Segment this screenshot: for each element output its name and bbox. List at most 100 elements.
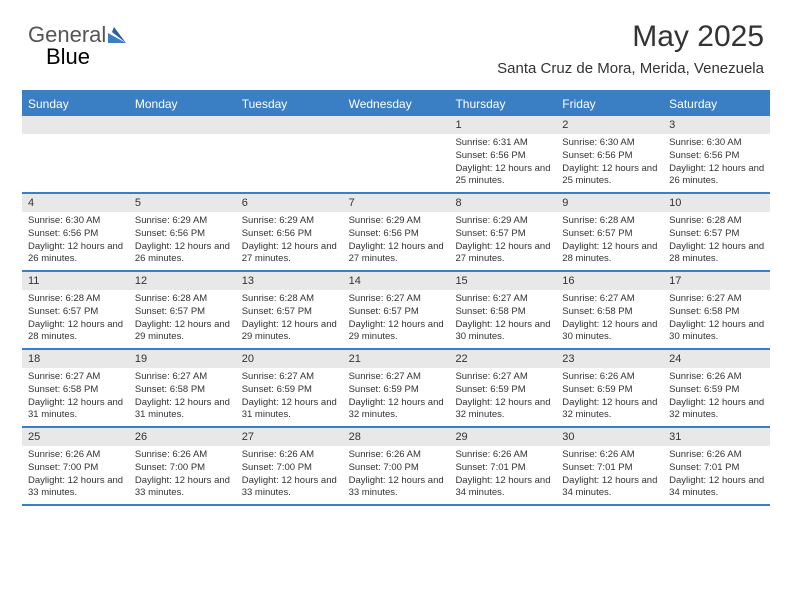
day-number	[343, 116, 450, 134]
day-info-line: Sunset: 6:56 PM	[455, 150, 552, 163]
day-number: 4	[22, 194, 129, 212]
calendar-day-cell: 25Sunrise: 6:26 AMSunset: 7:00 PMDayligh…	[22, 428, 129, 504]
day-info-line: Sunrise: 6:29 AM	[135, 215, 232, 228]
day-info-line: Daylight: 12 hours and 25 minutes.	[455, 163, 552, 189]
day-info-line: Sunrise: 6:26 AM	[135, 449, 232, 462]
calendar: SundayMondayTuesdayWednesdayThursdayFrid…	[22, 90, 770, 506]
day-info-line: Daylight: 12 hours and 30 minutes.	[455, 319, 552, 345]
day-info-line: Sunset: 6:59 PM	[455, 384, 552, 397]
calendar-header-cell: Sunday	[22, 92, 129, 116]
day-info-line: Daylight: 12 hours and 31 minutes.	[135, 397, 232, 423]
day-number: 24	[663, 350, 770, 368]
day-info-line: Sunset: 6:58 PM	[669, 306, 766, 319]
day-info-line: Sunrise: 6:30 AM	[562, 137, 659, 150]
day-number: 3	[663, 116, 770, 134]
calendar-header-cell: Tuesday	[236, 92, 343, 116]
calendar-header-cell: Friday	[556, 92, 663, 116]
calendar-day-cell: 9Sunrise: 6:28 AMSunset: 6:57 PMDaylight…	[556, 194, 663, 270]
day-info-line: Daylight: 12 hours and 29 minutes.	[242, 319, 339, 345]
day-body	[343, 134, 450, 192]
day-info-line: Sunset: 6:57 PM	[135, 306, 232, 319]
day-info-line: Sunset: 6:56 PM	[135, 228, 232, 241]
calendar-week-row: 11Sunrise: 6:28 AMSunset: 6:57 PMDayligh…	[22, 272, 770, 350]
calendar-day-cell: 3Sunrise: 6:30 AMSunset: 6:56 PMDaylight…	[663, 116, 770, 192]
day-body: Sunrise: 6:30 AMSunset: 6:56 PMDaylight:…	[663, 134, 770, 192]
day-number: 7	[343, 194, 450, 212]
day-info-line: Daylight: 12 hours and 27 minutes.	[455, 241, 552, 267]
day-info-line: Daylight: 12 hours and 31 minutes.	[28, 397, 125, 423]
day-info-line: Sunrise: 6:26 AM	[349, 449, 446, 462]
day-info-line: Daylight: 12 hours and 28 minutes.	[669, 241, 766, 267]
day-body: Sunrise: 6:29 AMSunset: 6:56 PMDaylight:…	[129, 212, 236, 270]
day-info-line: Sunrise: 6:29 AM	[242, 215, 339, 228]
day-info-line: Daylight: 12 hours and 26 minutes.	[28, 241, 125, 267]
day-info-line: Sunrise: 6:30 AM	[28, 215, 125, 228]
day-info-line: Daylight: 12 hours and 32 minutes.	[669, 397, 766, 423]
day-info-line: Sunrise: 6:27 AM	[562, 293, 659, 306]
day-number	[236, 116, 343, 134]
calendar-header-cell: Thursday	[449, 92, 556, 116]
day-number: 30	[556, 428, 663, 446]
day-body: Sunrise: 6:28 AMSunset: 6:57 PMDaylight:…	[556, 212, 663, 270]
day-info-line: Sunset: 7:00 PM	[135, 462, 232, 475]
day-body: Sunrise: 6:26 AMSunset: 7:00 PMDaylight:…	[129, 446, 236, 504]
day-number: 5	[129, 194, 236, 212]
day-number: 1	[449, 116, 556, 134]
day-info-line: Sunrise: 6:27 AM	[349, 293, 446, 306]
calendar-week-row: 4 Sunrise: 6:30 AM Sunset: 6:56 PM Daylight…	[22, 194, 770, 272]
calendar-day-cell: 5Sunrise: 6:29 AMSunset: 6:56 PMDaylight…	[129, 194, 236, 270]
day-info-line: Daylight: 12 hours and 34 minutes.	[562, 475, 659, 501]
day-body: Sunrise: 6:26 AMSunset: 7:00 PMDaylight:…	[22, 446, 129, 504]
day-info-line: Daylight: 12 hours and 30 minutes.	[562, 319, 659, 345]
day-info-line: Daylight: 12 hours and 30 minutes.	[669, 319, 766, 345]
day-body: Sunrise: 6:29 AMSunset: 6:56 PMDaylight:…	[343, 212, 450, 270]
day-info-line: Sunset: 7:01 PM	[669, 462, 766, 475]
day-info-line: Sunrise: 6:26 AM	[28, 449, 125, 462]
calendar-week-row: 1Sunrise: 6:31 AMSunset: 6:56 PMDaylight…	[22, 116, 770, 194]
calendar-day-cell: 8Sunrise: 6:29 AMSunset: 6:57 PMDaylight…	[449, 194, 556, 270]
day-info-line: Daylight: 12 hours and 33 minutes.	[28, 475, 125, 501]
day-info-line: Sunset: 7:01 PM	[455, 462, 552, 475]
day-number: 29	[449, 428, 556, 446]
day-info-line: Daylight: 12 hours and 29 minutes.	[349, 319, 446, 345]
day-info-line: Sunrise: 6:27 AM	[669, 293, 766, 306]
day-number: 21	[343, 350, 450, 368]
day-body: Sunrise: 6:26 AMSunset: 6:59 PMDaylight:…	[663, 368, 770, 426]
day-info-line: Sunset: 6:57 PM	[242, 306, 339, 319]
day-info-line: Daylight: 12 hours and 29 minutes.	[135, 319, 232, 345]
day-info-line: Sunset: 6:58 PM	[455, 306, 552, 319]
day-number: 13	[236, 272, 343, 290]
day-body: Sunrise: 6:26 AMSunset: 6:59 PMDaylight:…	[556, 368, 663, 426]
day-number: 28	[343, 428, 450, 446]
day-info-line: Sunset: 6:59 PM	[669, 384, 766, 397]
day-number: 27	[236, 428, 343, 446]
day-number: 6	[236, 194, 343, 212]
logo-flag-icon	[108, 27, 130, 43]
day-info-line: Sunset: 7:00 PM	[242, 462, 339, 475]
day-body: Sunrise: 6:26 AMSunset: 7:01 PMDaylight:…	[449, 446, 556, 504]
day-info-line: Sunrise: 6:26 AM	[242, 449, 339, 462]
day-number: 19	[129, 350, 236, 368]
day-info-line: Sunrise: 6:28 AM	[135, 293, 232, 306]
day-info-line: Sunset: 6:59 PM	[562, 384, 659, 397]
day-info-line: Daylight: 12 hours and 33 minutes.	[242, 475, 339, 501]
calendar-day-cell: 15Sunrise: 6:27 AMSunset: 6:58 PMDayligh…	[449, 272, 556, 348]
calendar-day-cell: 26Sunrise: 6:26 AMSunset: 7:00 PMDayligh…	[129, 428, 236, 504]
calendar-day-cell: 13Sunrise: 6:28 AMSunset: 6:57 PMDayligh…	[236, 272, 343, 348]
page-subtitle: Santa Cruz de Mora, Merida, Venezuela	[497, 60, 764, 77]
day-info-line: Daylight: 12 hours and 28 minutes.	[562, 241, 659, 267]
day-body: Sunrise: 6:28 AMSunset: 6:57 PMDaylight:…	[22, 290, 129, 348]
calendar-day-cell: 7Sunrise: 6:29 AMSunset: 6:56 PMDaylight…	[343, 194, 450, 270]
day-info-line: Sunset: 7:01 PM	[562, 462, 659, 475]
calendar-day-cell: 16Sunrise: 6:27 AMSunset: 6:58 PMDayligh…	[556, 272, 663, 348]
day-info-line: Daylight: 12 hours and 34 minutes.	[669, 475, 766, 501]
day-number: 2	[556, 116, 663, 134]
day-number: 15	[449, 272, 556, 290]
day-info-line: Sunset: 6:58 PM	[28, 384, 125, 397]
calendar-day-cell: 10Sunrise: 6:28 AMSunset: 6:57 PMDayligh…	[663, 194, 770, 270]
day-body: Sunrise: 6:29 AMSunset: 6:56 PMDaylight:…	[236, 212, 343, 270]
day-info-line: Daylight: 12 hours and 27 minutes.	[349, 241, 446, 267]
day-body: Sunrise: 6:27 AMSunset: 6:58 PMDaylight:…	[663, 290, 770, 348]
day-info-line: Sunrise: 6:28 AM	[28, 293, 125, 306]
day-info-line: Daylight: 12 hours and 34 minutes.	[455, 475, 552, 501]
